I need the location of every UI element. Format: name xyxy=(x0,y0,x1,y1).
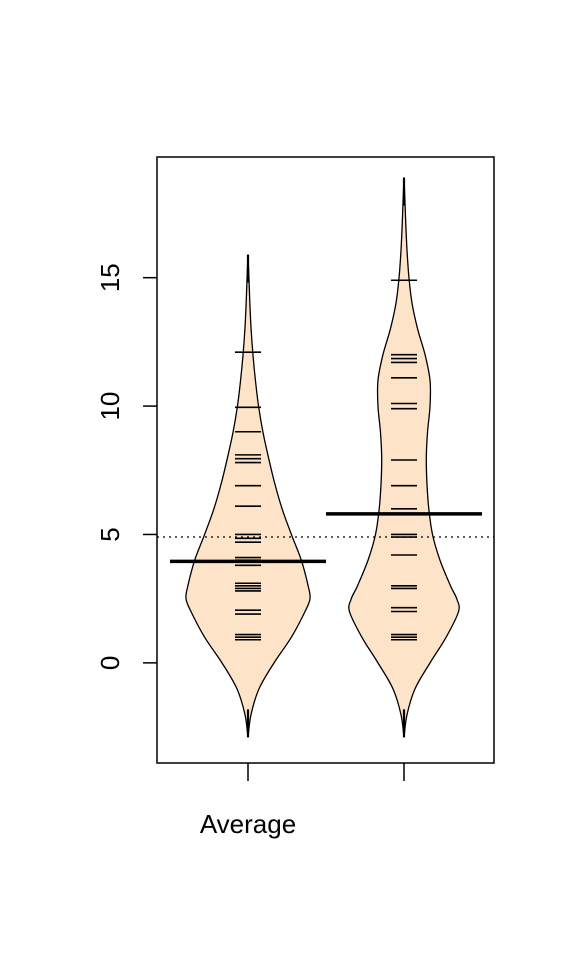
plot-frame xyxy=(156,156,495,764)
y-tick-label: 5 xyxy=(95,527,125,541)
y-tick-label: 15 xyxy=(95,263,125,292)
x-category-label: Average xyxy=(200,809,296,839)
y-axis: 0 5 10 15 xyxy=(95,263,157,670)
means-layer xyxy=(170,512,482,564)
x-axis: Average xyxy=(200,763,405,839)
bean-shape xyxy=(348,177,460,738)
bean-shape xyxy=(185,254,311,738)
y-tick-label: 0 xyxy=(95,656,125,670)
beans-layer xyxy=(185,177,460,738)
y-tick-label: 10 xyxy=(95,392,125,421)
